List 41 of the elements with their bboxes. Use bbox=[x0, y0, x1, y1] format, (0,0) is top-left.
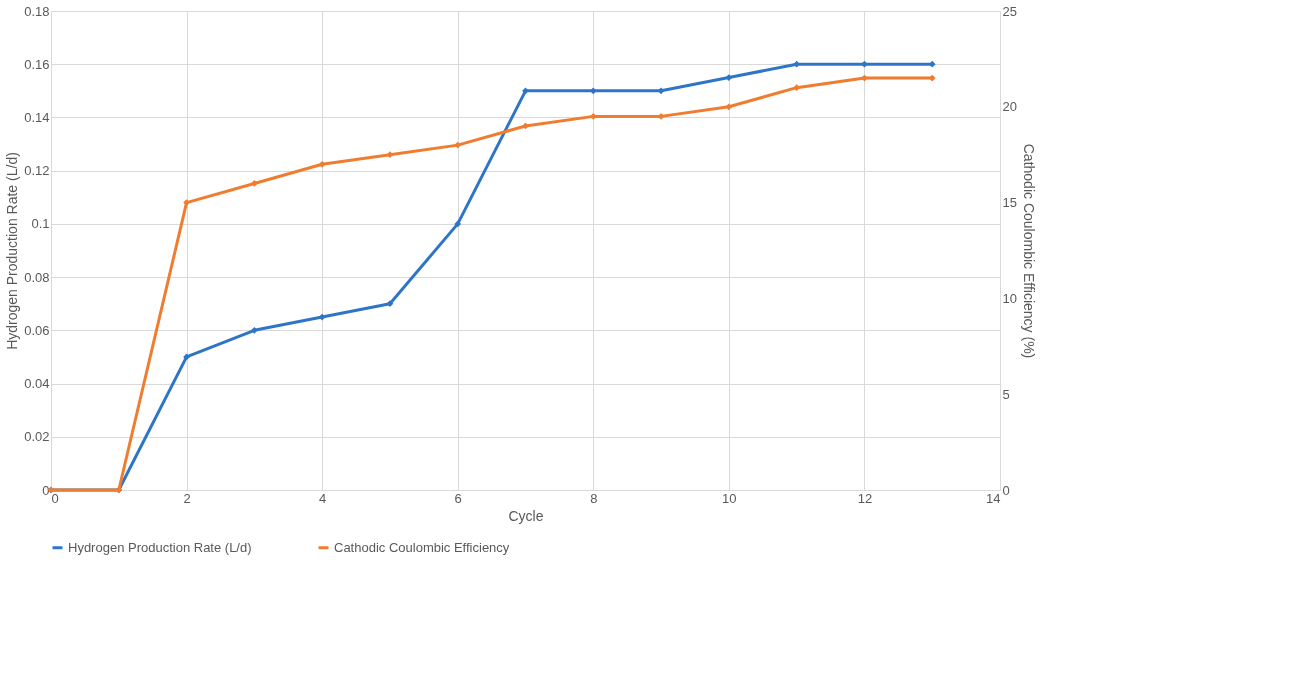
y-tick-label: 0.12 bbox=[24, 163, 50, 179]
y2-tick-label: 25 bbox=[1002, 3, 1017, 19]
x-tick-label: 12 bbox=[857, 490, 873, 506]
point bbox=[793, 84, 800, 91]
point bbox=[251, 180, 258, 187]
y-tick-label: 0.18 bbox=[24, 3, 50, 19]
y2-tick-label: 10 bbox=[1002, 290, 1017, 306]
point bbox=[725, 74, 733, 81]
x-tick-label: 6 bbox=[454, 490, 462, 506]
point bbox=[861, 60, 868, 68]
y2-axis-title: Cathodic Coulombic Efficiency (%) bbox=[1020, 143, 1037, 359]
y2-tick-label: 15 bbox=[1002, 195, 1017, 211]
point bbox=[386, 300, 394, 308]
point bbox=[251, 326, 258, 334]
legend-label: Cathodic Coulombic Efficiency bbox=[334, 539, 510, 555]
y-tick-label: 0.14 bbox=[24, 109, 50, 125]
x-tick-label: 8 bbox=[590, 490, 598, 506]
y-tick-label: 0.08 bbox=[24, 269, 50, 285]
point bbox=[386, 151, 394, 159]
point bbox=[725, 103, 733, 111]
y-tick-label: 0.1 bbox=[31, 216, 50, 232]
point bbox=[657, 87, 665, 95]
x-tick-label: 2 bbox=[183, 490, 191, 506]
y-tick-label: 0.02 bbox=[24, 429, 50, 445]
y2-tick-label: 5 bbox=[1002, 386, 1010, 402]
point bbox=[793, 60, 800, 68]
y-axis-title: Hydrogen Production Rate (L/d) bbox=[4, 152, 21, 350]
point bbox=[183, 199, 190, 206]
y-tick-label: 0.04 bbox=[24, 376, 50, 392]
y-tick-label: 0.16 bbox=[24, 56, 50, 72]
x-tick-label: 4 bbox=[319, 490, 327, 506]
point bbox=[454, 220, 462, 228]
x-axis-title: Cycle bbox=[508, 507, 544, 524]
point bbox=[318, 160, 326, 168]
legend-label: Hydrogen Production Rate (L/d) bbox=[68, 539, 252, 555]
y-tick-label: 0.06 bbox=[24, 322, 50, 338]
x-tick-label: 14 bbox=[986, 490, 1001, 506]
point bbox=[454, 141, 462, 149]
x-tick-label: 10 bbox=[722, 490, 737, 506]
y2-tick-label: 20 bbox=[1002, 99, 1017, 115]
point bbox=[522, 87, 529, 95]
